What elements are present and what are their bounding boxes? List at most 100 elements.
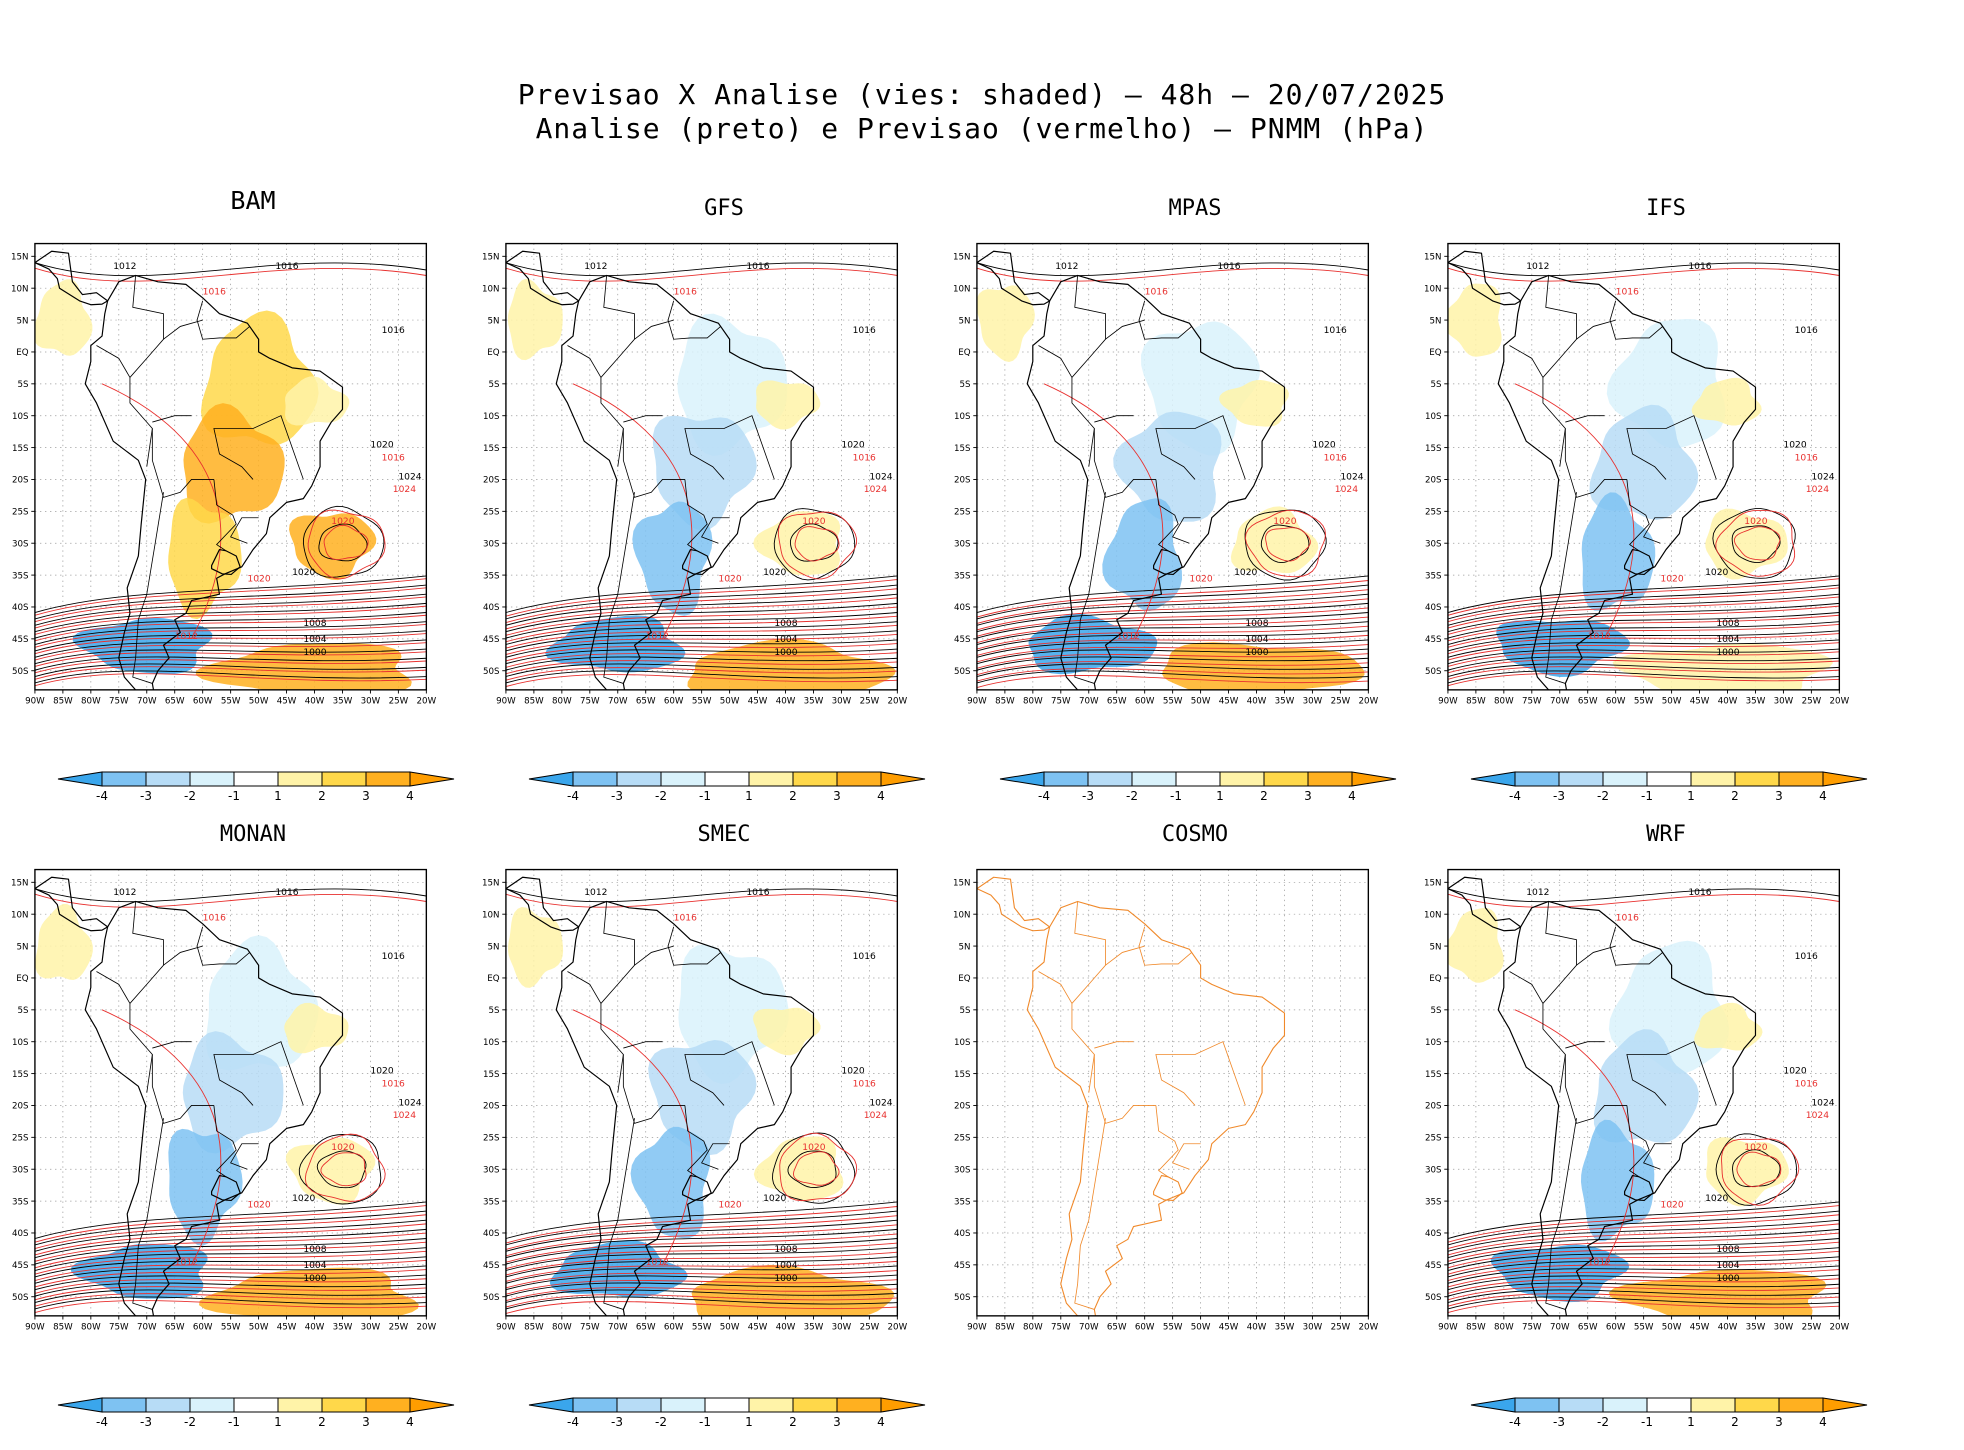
isobar-forecast: [34, 1205, 427, 1243]
isobar-forecast: [505, 1294, 898, 1308]
isobar-label-analysis: 1016: [1795, 952, 1818, 962]
country-border: [96, 971, 131, 1004]
lat-tick-label: 35S: [1425, 571, 1442, 581]
isobar-label-analysis: 1016: [1795, 326, 1818, 336]
country-border: [213, 479, 237, 552]
isobar-label-analysis: 1020: [1312, 441, 1335, 451]
lon-tick-label: 90W: [25, 1323, 45, 1333]
coastline: [505, 876, 580, 932]
isobar-label-forecast: 1024: [1806, 1111, 1829, 1121]
colorbar-swatch: [233, 771, 279, 787]
lat-tick-label: 50S: [483, 1293, 500, 1303]
isobar-analysis: [789, 523, 839, 562]
colorbar-label: 3: [362, 789, 370, 803]
isobar-label-analysis: 1012: [113, 262, 136, 272]
lat-tick-label: 35S: [483, 1197, 500, 1207]
panel-smec: SMEC 1012 1016 1016 1020 1020 1008 1004 1000 1024…: [471, 822, 941, 1429]
isobar-label-analysis: 1016: [382, 952, 405, 962]
lat-tick-label: 20S: [483, 476, 500, 486]
isobar-analysis: [505, 888, 898, 903]
lon-tick-label: 20W: [888, 697, 908, 707]
isobar-analysis: [1447, 1296, 1840, 1310]
isobar-forecast: [505, 1279, 898, 1295]
isobar-analysis: [34, 888, 427, 903]
lon-tick-label: 35W: [1275, 697, 1295, 707]
lon-tick-label: 70W: [1550, 1323, 1570, 1333]
lon-tick-label: 65W: [1107, 1323, 1127, 1333]
lon-tick-label: 80W: [1023, 697, 1043, 707]
lat-tick-label: 15N: [11, 253, 29, 263]
isobar-label-analysis: 1008: [303, 619, 326, 629]
lon-tick-label: 60W: [1606, 1323, 1626, 1333]
isobar-analysis: [773, 508, 856, 581]
isobar-label-analysis: 1024: [869, 472, 892, 482]
isobar-forecast: [505, 267, 898, 282]
lon-tick-label: 70W: [608, 1323, 628, 1333]
country-border: [152, 1041, 192, 1049]
lon-tick-label: 75W: [1051, 697, 1071, 707]
colorbar-label: -2: [1597, 789, 1609, 803]
isobar-forecast: [1736, 1151, 1782, 1188]
colorbar: -4 -3 -2 -1 1 2 3 4: [528, 771, 926, 803]
country-border: [1155, 415, 1246, 480]
country-border: [196, 926, 250, 966]
colorbar-swatch: [704, 1397, 750, 1413]
lon-tick-label: 35W: [1746, 1323, 1766, 1333]
bias-shading: [1113, 411, 1222, 522]
lat-tick-label: 15N: [953, 253, 971, 263]
isobar-label-forecast: 1020: [247, 574, 270, 584]
isobar-label-forecast: 1024: [393, 485, 416, 495]
isobar-label-forecast: 1020: [1744, 517, 1767, 527]
lat-tick-label: 5S: [488, 1006, 500, 1016]
lat-tick-label: 45S: [1425, 635, 1442, 645]
isobar-label-analysis: 1008: [1716, 619, 1739, 629]
lon-tick-label: 60W: [1135, 1323, 1155, 1333]
panel-title: GFS: [704, 196, 744, 221]
country-border: [132, 1118, 164, 1310]
colorbar: -4 -3 -2 -1 1 2 3 4: [999, 771, 1397, 803]
isobar-forecast: [34, 1300, 427, 1314]
isobar-forecast: [1244, 509, 1327, 578]
lat-tick-label: 50S: [12, 1293, 29, 1303]
lon-tick-label: 65W: [636, 697, 656, 707]
colorbar-swatch: [1602, 1397, 1648, 1413]
isobar-forecast: [505, 652, 898, 668]
colorbar-label: -2: [184, 789, 196, 803]
isobar-analysis: [1244, 509, 1327, 581]
bias-shading: [976, 285, 1035, 362]
isobar-label-analysis: 1024: [869, 1098, 892, 1108]
isobar-analysis: [1447, 670, 1840, 684]
lon-tick-label: 75W: [109, 1323, 129, 1333]
lat-tick-label: 25S: [483, 1134, 500, 1144]
isobar-label-forecast: 1024: [1806, 485, 1829, 495]
isobar-label-forecast: 1012: [646, 1258, 669, 1268]
colorbar-swatch: [1514, 771, 1560, 787]
colorbar-swatch: [880, 1397, 926, 1413]
isobar-forecast: [1447, 587, 1840, 623]
colorbar-label: -4: [1509, 789, 1521, 803]
lon-tick-label: 20W: [1830, 1323, 1850, 1333]
isobar-forecast: [505, 1287, 898, 1302]
isobar-label-analysis: 1004: [303, 635, 326, 645]
lon-tick-label: 75W: [580, 1323, 600, 1333]
colorbar-label: 1: [745, 1415, 753, 1429]
lat-tick-label: 50S: [12, 667, 29, 677]
isobar-analysis: [1447, 1238, 1840, 1265]
isobar-label-analysis: 1020: [763, 568, 786, 578]
coastline: [976, 876, 1051, 932]
isobar-label-analysis: 1016: [1688, 262, 1711, 272]
colorbar-swatch: [57, 1397, 103, 1413]
country-border: [230, 1143, 259, 1170]
isobar-forecast: [1715, 509, 1796, 577]
map-frame: [976, 242, 1370, 691]
isobar-analysis: [1447, 575, 1840, 613]
lat-tick-label: 25S: [12, 508, 29, 518]
colorbar-label: -1: [1641, 1415, 1653, 1429]
isobar-analysis: [34, 1219, 427, 1252]
isobar-forecast: [34, 614, 427, 642]
isobar-analysis: [976, 262, 1369, 277]
colorbar-label: 1: [274, 789, 282, 803]
isobar-analysis: [505, 612, 898, 639]
lon-tick-label: 20W: [1359, 697, 1379, 707]
isobar-forecast: [505, 606, 898, 636]
